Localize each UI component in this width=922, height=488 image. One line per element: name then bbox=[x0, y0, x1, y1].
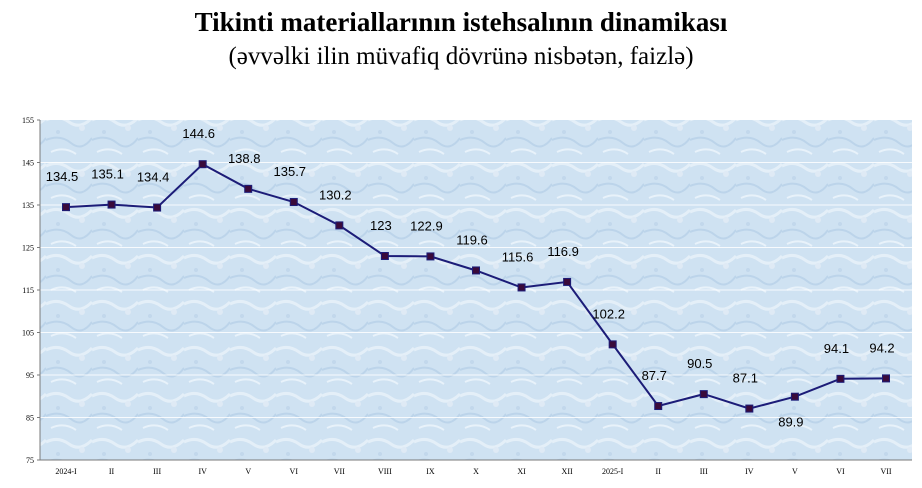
y-tick-label: 115 bbox=[22, 286, 34, 295]
data-point bbox=[244, 184, 253, 193]
data-labels: 134.5 135.1 134.4 144.6 138.8 135.7 130.2 123 12… bbox=[46, 126, 895, 429]
data-label: 87.7 bbox=[642, 368, 667, 383]
y-tick-label: 105 bbox=[22, 329, 34, 338]
data-label: 123 bbox=[370, 218, 392, 233]
data-label: 135.1 bbox=[91, 167, 124, 182]
x-tick-label: IV bbox=[198, 467, 207, 476]
data-label: 94.1 bbox=[824, 341, 849, 356]
data-label: 89.9 bbox=[778, 415, 803, 430]
x-tick-label: VI bbox=[836, 467, 845, 476]
data-point bbox=[790, 392, 799, 401]
x-tick-label: VI bbox=[290, 467, 299, 476]
data-point bbox=[153, 203, 162, 212]
data-label: 119.6 bbox=[456, 232, 488, 247]
x-tick-label: IX bbox=[426, 467, 435, 476]
data-label: 144.6 bbox=[182, 126, 215, 141]
y-tick-label: 145 bbox=[22, 159, 34, 168]
data-point bbox=[699, 390, 708, 399]
data-point bbox=[380, 252, 389, 260]
x-tick-label: XI bbox=[517, 467, 526, 476]
x-tick-label: III bbox=[153, 467, 161, 476]
data-point bbox=[107, 200, 116, 209]
x-tick-label: II bbox=[656, 467, 662, 476]
x-tick-label: 2025-I bbox=[602, 467, 624, 476]
data-label: 102.2 bbox=[592, 306, 625, 321]
data-point bbox=[563, 277, 572, 286]
gridlines bbox=[40, 162, 912, 418]
data-label: 134.5 bbox=[46, 169, 79, 184]
data-label: 115.6 bbox=[502, 249, 534, 264]
x-tick-label: II bbox=[109, 467, 115, 476]
data-point bbox=[654, 402, 663, 411]
x-tick-label: VII bbox=[334, 467, 345, 476]
x-tick-label: V bbox=[792, 467, 798, 476]
data-label: 116.9 bbox=[547, 244, 579, 259]
x-tick-label: VIII bbox=[378, 467, 392, 476]
data-point bbox=[426, 252, 435, 261]
data-point bbox=[608, 340, 617, 349]
y-tick-label: 75 bbox=[26, 456, 34, 465]
x-tick-label: III bbox=[700, 467, 708, 476]
y-tick-label: 155 bbox=[22, 116, 34, 125]
data-point bbox=[198, 160, 207, 169]
x-tick-label: X bbox=[473, 467, 479, 476]
x-tick-label: IV bbox=[745, 467, 754, 476]
data-markers bbox=[62, 160, 890, 413]
data-point bbox=[517, 283, 526, 292]
data-label: 135.7 bbox=[274, 164, 307, 179]
y-tick-labels: 155 145 135 125 115 105 95 85 75 bbox=[22, 116, 40, 465]
data-label: 138.8 bbox=[228, 151, 261, 166]
x-tick-labels: 2024-I II III IV V VI VII VIII IX X XI XII 2025-I II I… bbox=[55, 467, 892, 476]
x-tick-label: XII bbox=[562, 467, 573, 476]
data-label: 134.4 bbox=[137, 170, 170, 185]
y-tick-label: 95 bbox=[26, 371, 34, 380]
data-point bbox=[289, 198, 298, 207]
x-tick-label: VII bbox=[880, 467, 891, 476]
data-label: 122.9 bbox=[410, 218, 443, 233]
data-point bbox=[836, 374, 845, 383]
data-label: 90.5 bbox=[687, 356, 712, 371]
y-tick-label: 125 bbox=[22, 244, 34, 253]
data-point bbox=[62, 203, 70, 212]
chart-subtitle: (əvvəlki ilin müvafiq dövrünə nisbətən, … bbox=[228, 43, 694, 70]
y-tick-label: 135 bbox=[22, 201, 34, 210]
data-label: 94.2 bbox=[869, 340, 894, 355]
data-point bbox=[745, 404, 754, 413]
data-point bbox=[882, 374, 890, 383]
data-label: 130.2 bbox=[319, 187, 352, 202]
data-point bbox=[472, 266, 480, 275]
chart-title: Tikinti materiallarının istehsalının din… bbox=[194, 7, 728, 37]
data-label: 87.1 bbox=[733, 371, 758, 386]
data-point bbox=[335, 221, 344, 230]
x-tick-label: 2024-I bbox=[55, 467, 77, 476]
y-tick-label: 85 bbox=[26, 414, 34, 423]
x-tick-label: V bbox=[245, 467, 251, 476]
